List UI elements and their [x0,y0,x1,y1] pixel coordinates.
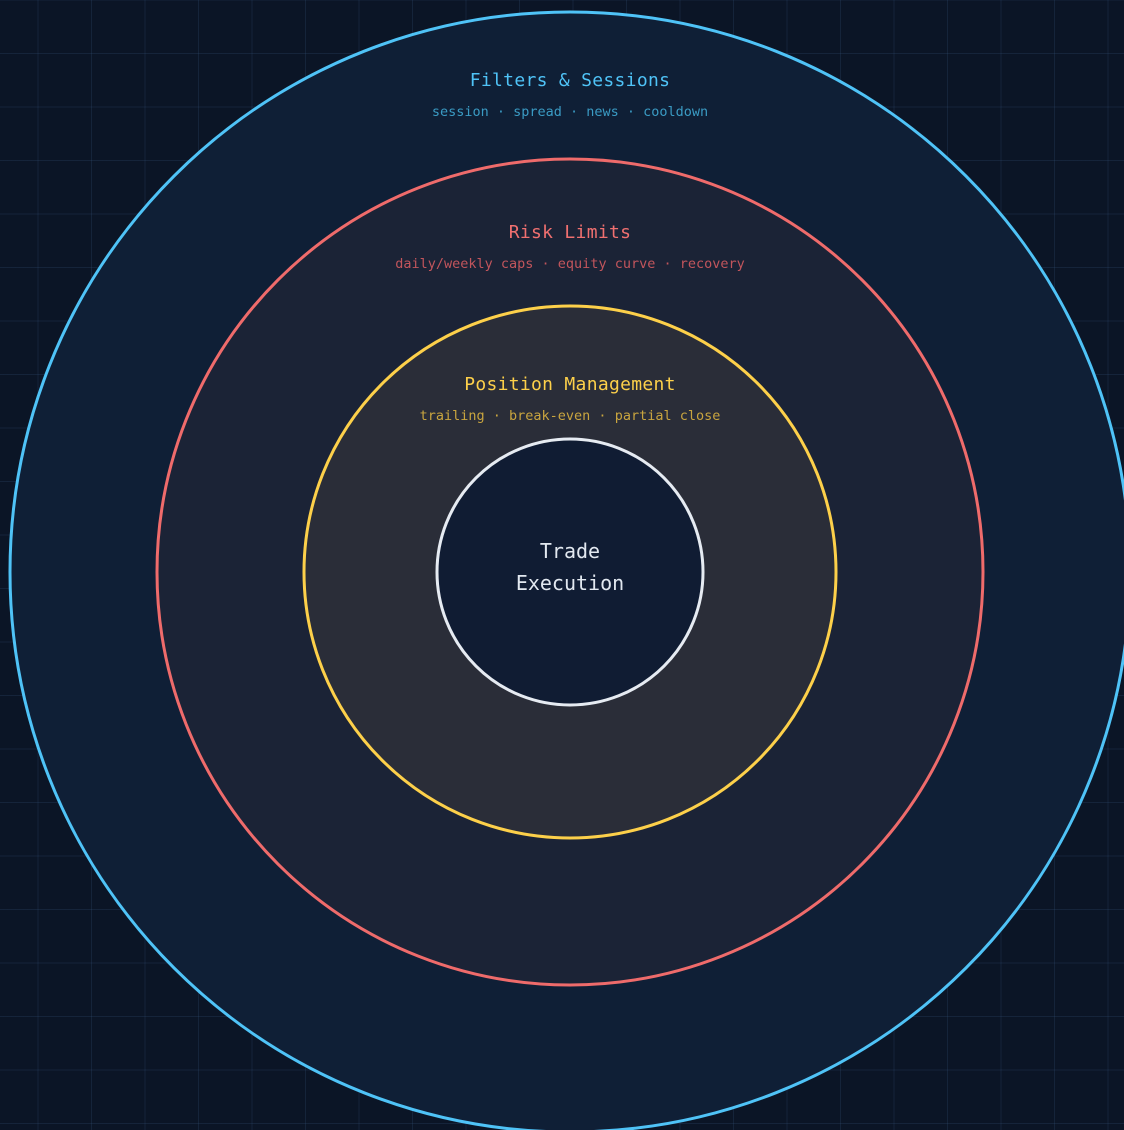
risk-limits-subtitle: daily/weekly caps · equity curve · recov… [395,256,745,272]
filters-sessions-title: Filters & Sessions [470,70,670,91]
risk-limits-title: Risk Limits [509,222,632,243]
trade-execution-label-line1: Trade [540,539,600,563]
trade-execution-label-line2: Execution [516,571,624,595]
filters-sessions-subtitle: session · spread · news · cooldown [432,104,708,120]
position-management-title: Position Management [464,374,676,395]
position-management-subtitle: trailing · break-even · partial close [420,408,721,424]
trade-execution-core [435,437,705,707]
